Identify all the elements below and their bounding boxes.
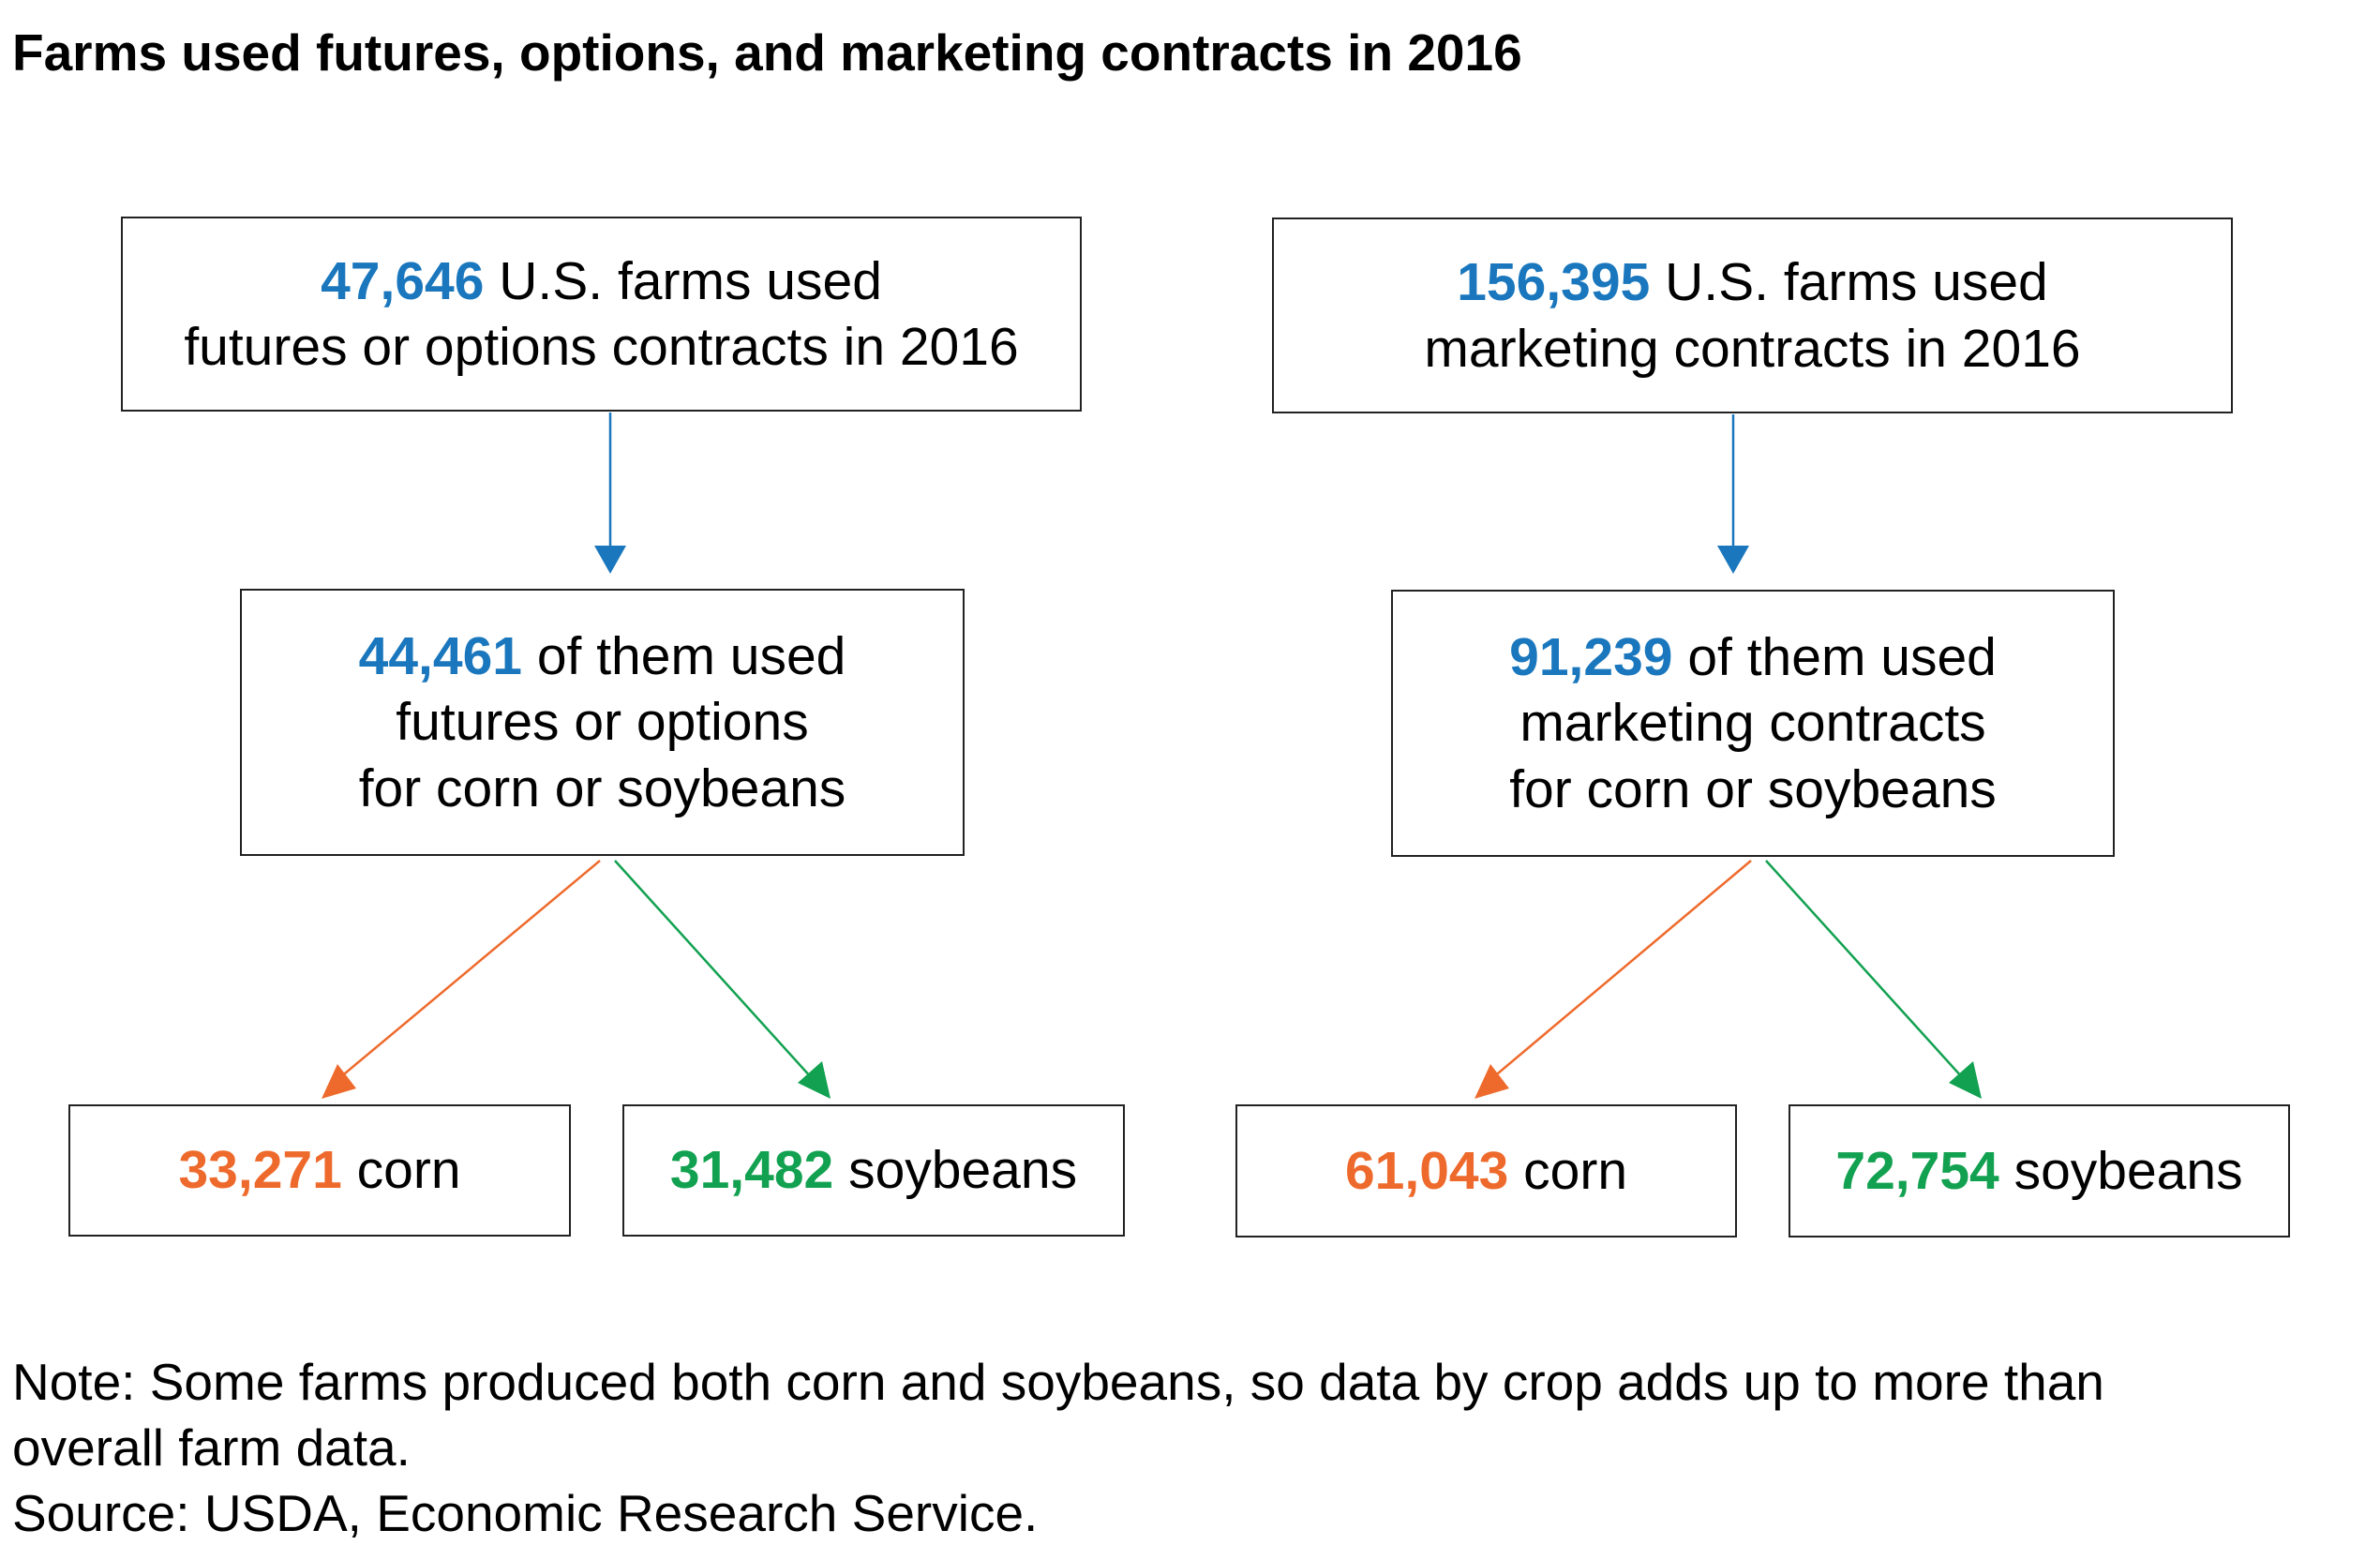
left-corn-number: 33,271 (178, 1140, 342, 1201)
left-middle-text3: for corn or soybeans (358, 758, 846, 818)
right-soybeans-number: 72,754 (1835, 1140, 1999, 1201)
right-middle-text2: marketing contracts (1519, 693, 1986, 754)
left-soybeans-number: 31,482 (669, 1140, 834, 1201)
right-corn-label: corn (1523, 1140, 1628, 1201)
left-top-text1: U.S. farms used (499, 250, 882, 311)
right-corn-box: 61,043 corn (1235, 1104, 1737, 1238)
right-corn-number: 61,043 (1344, 1140, 1509, 1201)
left-soybeans-label: soybeans (848, 1140, 1078, 1201)
arrowhead-right-blue (1717, 546, 1749, 574)
left-soybeans-box: 31,482 soybeans (622, 1104, 1125, 1237)
arrowhead-left-green (798, 1061, 831, 1099)
arrowhead-left-blue (594, 546, 626, 574)
note-line-1: Note: Some farms produced both corn and … (12, 1353, 2104, 1411)
right-top-box: 156,395 U.S. farms used marketing contra… (1272, 218, 2233, 413)
left-corn-box: 33,271 corn (68, 1104, 571, 1237)
figure-title: Farms used futures, options, and marketi… (12, 23, 1522, 82)
right-middle-text3: for corn or soybeans (1509, 758, 1997, 819)
right-middle-number: 91,239 (1509, 627, 1673, 688)
right-soybeans-label: soybeans (2013, 1140, 2243, 1201)
footnotes: Note: Some farms produced both corn and … (12, 1350, 2356, 1547)
arrowhead-left-orange (322, 1064, 356, 1099)
right-middle-box: 91,239 of them used marketing contracts … (1391, 590, 2115, 857)
right-top-number: 156,395 (1457, 252, 1651, 313)
left-top-text2: futures or options contracts in 2016 (184, 317, 1019, 377)
left-corn-label: corn (356, 1140, 461, 1201)
arrowhead-right-orange (1474, 1064, 1509, 1099)
right-soybeans-box: 72,754 soybeans (1789, 1104, 2290, 1238)
arrow-left-middle-to-corn (338, 860, 601, 1079)
left-middle-number: 44,461 (358, 626, 522, 687)
arrowhead-right-green (1949, 1061, 1982, 1099)
left-top-box: 47,646 U.S. farms used futures or option… (121, 217, 1082, 412)
left-middle-box: 44,461 of them used futures or options f… (240, 589, 965, 856)
left-top-number: 47,646 (321, 250, 485, 311)
left-middle-text1: of them used (536, 626, 846, 687)
right-top-text1: U.S. farms used (1665, 252, 2048, 313)
arrow-right-middle-to-soybeans (1765, 860, 1964, 1079)
note-line-2: overall farm data. (12, 1418, 411, 1477)
right-top-text2: marketing contracts in 2016 (1424, 318, 2081, 379)
arrow-left-middle-to-soybeans (614, 860, 813, 1079)
left-middle-text2: futures or options (396, 692, 809, 753)
arrow-right-middle-to-corn (1491, 860, 1752, 1079)
right-middle-text1: of them used (1687, 627, 1997, 688)
source-line: Source: USDA, Economic Research Service. (12, 1483, 1039, 1542)
